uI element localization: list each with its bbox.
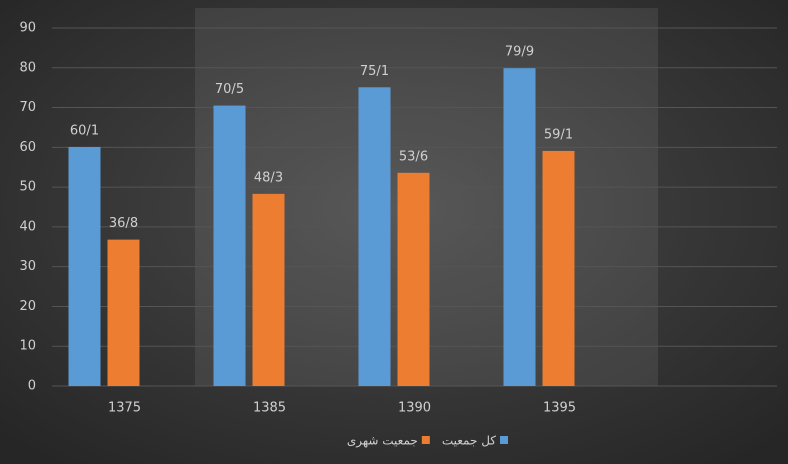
y-tick-label: 80 xyxy=(19,60,36,75)
value-label: 59/1 xyxy=(544,127,573,142)
legend-label: کل جمعیت xyxy=(442,434,496,448)
legend-swatch xyxy=(421,436,430,444)
bar xyxy=(68,146,101,386)
y-tick-label: 40 xyxy=(19,219,36,234)
value-label: 75/1 xyxy=(360,64,389,79)
value-label: 53/6 xyxy=(399,149,428,164)
bar xyxy=(107,239,140,386)
value-label: 48/3 xyxy=(254,170,283,185)
value-label: 79/9 xyxy=(505,45,534,60)
y-tick-label: 20 xyxy=(19,299,36,314)
x-tick-label: 1395 xyxy=(543,401,576,416)
legend-label: جمعیت شهری xyxy=(347,434,418,449)
y-tick-label: 90 xyxy=(19,21,36,36)
x-tick-label: 1385 xyxy=(253,401,286,416)
y-tick-label: 50 xyxy=(19,180,36,195)
bar xyxy=(358,87,391,386)
bar xyxy=(503,68,536,387)
x-tick-label: 1375 xyxy=(108,401,141,416)
legend-swatch xyxy=(500,436,508,444)
value-label: 60/1 xyxy=(70,123,99,138)
y-tick-label: 70 xyxy=(19,100,36,115)
y-tick-label: 60 xyxy=(19,140,36,155)
y-tick-label: 10 xyxy=(19,339,36,354)
bar xyxy=(252,193,285,386)
value-label: 70/5 xyxy=(215,82,244,97)
value-label: 36/8 xyxy=(109,216,138,231)
bar xyxy=(542,150,575,386)
x-tick-label: 1390 xyxy=(398,401,431,416)
bar xyxy=(397,172,430,386)
y-tick-label: 30 xyxy=(19,259,36,274)
y-tick-label: 0 xyxy=(28,379,36,394)
bar xyxy=(213,105,246,387)
